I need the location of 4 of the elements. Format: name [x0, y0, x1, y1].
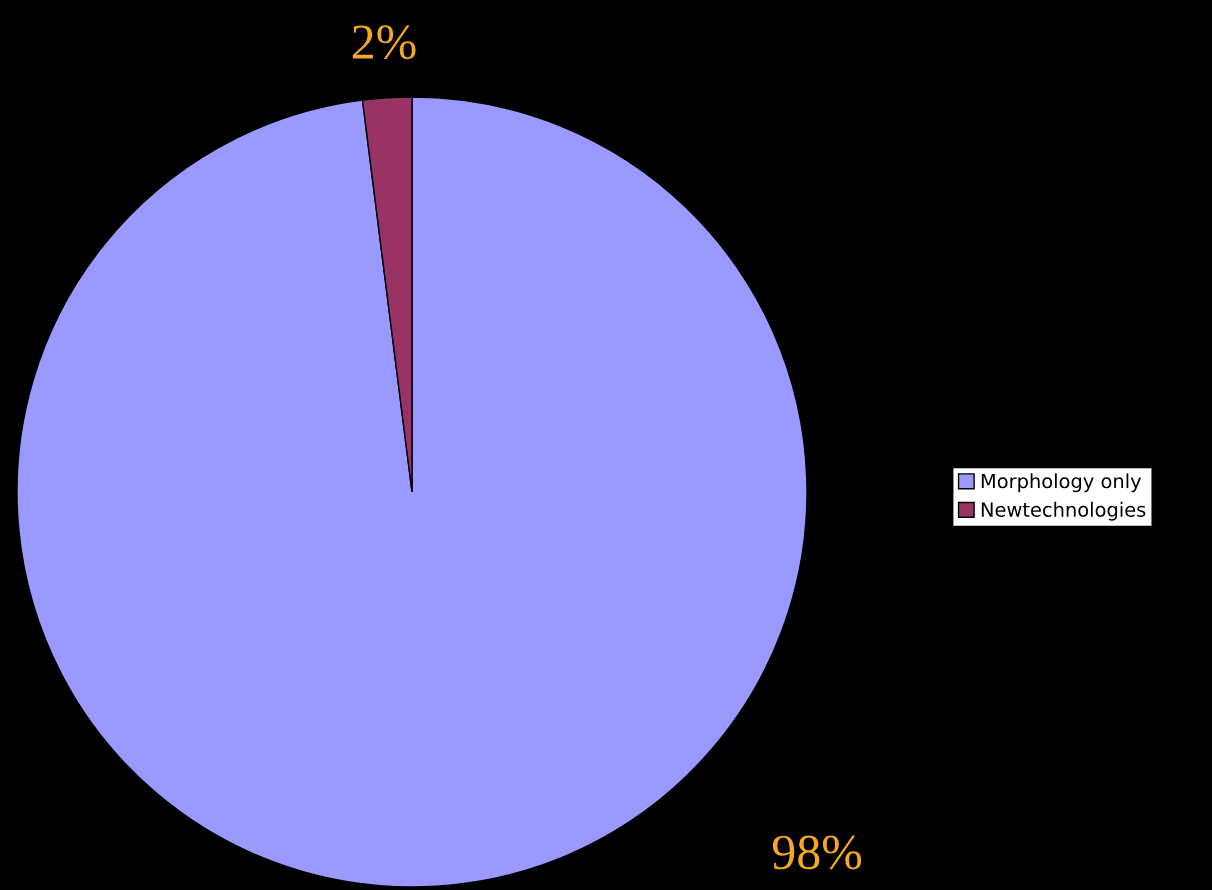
- data-label: 2%: [352, 25, 416, 60]
- legend-label: Newtechnologies: [981, 501, 1146, 521]
- legend-label: Morphology only: [981, 473, 1142, 493]
- data-label: 98%: [772, 835, 862, 870]
